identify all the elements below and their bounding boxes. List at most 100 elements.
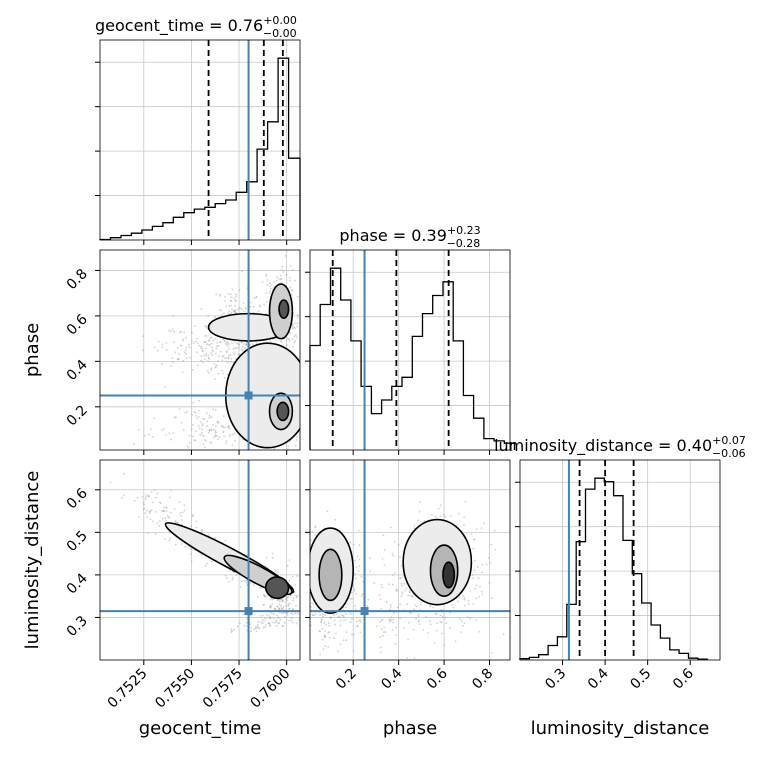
sample-point [204, 335, 207, 337]
sample-point [305, 608, 307, 610]
sample-point [278, 622, 281, 624]
sample-point [303, 570, 305, 572]
sample-point [179, 331, 181, 334]
sample-point [206, 327, 209, 329]
sample-point [381, 586, 383, 589]
sample-point [458, 596, 461, 599]
sample-point [278, 598, 281, 601]
sample-point [209, 336, 212, 339]
sample-point [234, 310, 236, 313]
sample-point [199, 421, 202, 424]
sample-point [418, 623, 421, 626]
sample-point [292, 621, 294, 624]
sample-point [404, 589, 406, 592]
sample-point [324, 636, 326, 638]
sample-point [181, 339, 184, 342]
sample-point [245, 341, 248, 344]
sample-point [146, 516, 149, 518]
sample-point [230, 299, 232, 302]
sample-point [360, 595, 363, 597]
sample-point [255, 630, 258, 633]
sample-point [210, 342, 213, 345]
title-main: luminosity_distance = 0.40 [494, 436, 712, 456]
sample-point [449, 611, 451, 614]
sample-point [227, 293, 230, 295]
sample-point [278, 607, 281, 609]
sample-point [166, 514, 169, 517]
sample-point [243, 624, 246, 627]
sample-point [401, 591, 403, 594]
sample-point [214, 408, 217, 411]
sample-point [388, 621, 391, 623]
sample-point [322, 615, 324, 618]
sample-point [463, 524, 465, 526]
sample-point [181, 371, 184, 374]
sample-point [269, 282, 271, 285]
sample-point [210, 352, 212, 354]
sample-point [281, 625, 284, 627]
sample-point [185, 349, 187, 351]
sample-point [319, 653, 322, 656]
sample-point [167, 516, 170, 519]
sample-point [219, 455, 221, 457]
sample-point [277, 616, 280, 619]
sample-point [287, 605, 290, 608]
sample-point [301, 565, 303, 567]
sample-point [320, 621, 322, 624]
histogram-layer [99, 57, 708, 660]
sample-point [210, 416, 213, 418]
sample-point [180, 344, 183, 347]
sample-point [328, 624, 331, 627]
sample-point [380, 583, 383, 586]
sample-point [255, 295, 258, 298]
sample-point [380, 607, 383, 610]
sample-point [206, 370, 209, 373]
sample-point [269, 625, 272, 627]
sample-point [280, 277, 283, 280]
sample-point [449, 626, 451, 629]
sample-point [208, 429, 211, 432]
sample-point [158, 524, 161, 527]
sample-point [327, 631, 330, 634]
sample-point [401, 584, 404, 587]
sample-point [189, 356, 192, 359]
sample-point [284, 601, 287, 603]
sample-point [204, 347, 207, 350]
sample-point [397, 543, 400, 546]
sample-point [406, 603, 408, 605]
sample-point [357, 569, 360, 572]
sample-point [198, 409, 200, 412]
sample-point [250, 626, 253, 629]
sample-point [173, 341, 176, 344]
sample-point [177, 353, 180, 355]
sample-point [240, 341, 243, 344]
sample-point [471, 574, 474, 576]
sample-point [285, 595, 288, 598]
sample-point [306, 604, 308, 606]
sample-point [295, 604, 297, 607]
sample-point [293, 341, 296, 344]
sample-point [444, 515, 447, 518]
sample-point [245, 343, 248, 346]
sample-point [475, 619, 478, 621]
sample-point [205, 354, 208, 357]
sample-point [230, 628, 233, 631]
sample-point [234, 439, 236, 442]
sample-point [391, 621, 394, 624]
sample-point [265, 556, 268, 559]
sample-point [192, 424, 194, 426]
sample-point [272, 617, 275, 620]
sample-point [158, 520, 161, 522]
sample-point [174, 543, 177, 546]
contour-level [442, 561, 456, 589]
sample-point [439, 614, 442, 617]
sample-point [241, 349, 244, 352]
sample-point [222, 372, 225, 375]
sample-point [463, 516, 465, 518]
sample-point [321, 613, 324, 616]
sample-point [238, 289, 241, 291]
sample-point [222, 431, 225, 434]
sample-point [109, 481, 112, 484]
sample-point [383, 564, 386, 566]
sample-point [202, 418, 205, 420]
